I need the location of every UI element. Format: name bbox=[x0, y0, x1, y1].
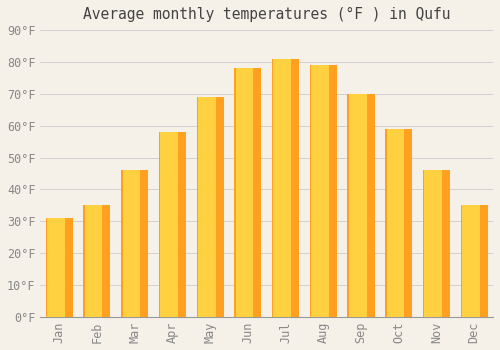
Bar bbox=[385, 129, 412, 317]
Bar bbox=[272, 59, 299, 317]
Bar bbox=[198, 97, 216, 317]
Bar bbox=[348, 94, 374, 317]
Bar bbox=[462, 205, 480, 317]
Bar bbox=[424, 170, 442, 317]
Bar bbox=[423, 170, 450, 317]
Bar bbox=[85, 205, 102, 317]
Bar bbox=[46, 218, 73, 317]
Bar bbox=[122, 170, 140, 317]
Bar bbox=[460, 205, 488, 317]
Bar bbox=[236, 68, 254, 317]
Bar bbox=[159, 132, 186, 317]
Title: Average monthly temperatures (°F ) in Qufu: Average monthly temperatures (°F ) in Qu… bbox=[83, 7, 450, 22]
Bar bbox=[121, 170, 148, 317]
Bar bbox=[160, 132, 178, 317]
Bar bbox=[386, 129, 404, 317]
Bar bbox=[234, 68, 262, 317]
Bar bbox=[349, 94, 366, 317]
Bar bbox=[196, 97, 224, 317]
Bar bbox=[84, 205, 110, 317]
Bar bbox=[274, 59, 291, 317]
Bar bbox=[47, 218, 64, 317]
Bar bbox=[311, 65, 329, 317]
Bar bbox=[310, 65, 337, 317]
